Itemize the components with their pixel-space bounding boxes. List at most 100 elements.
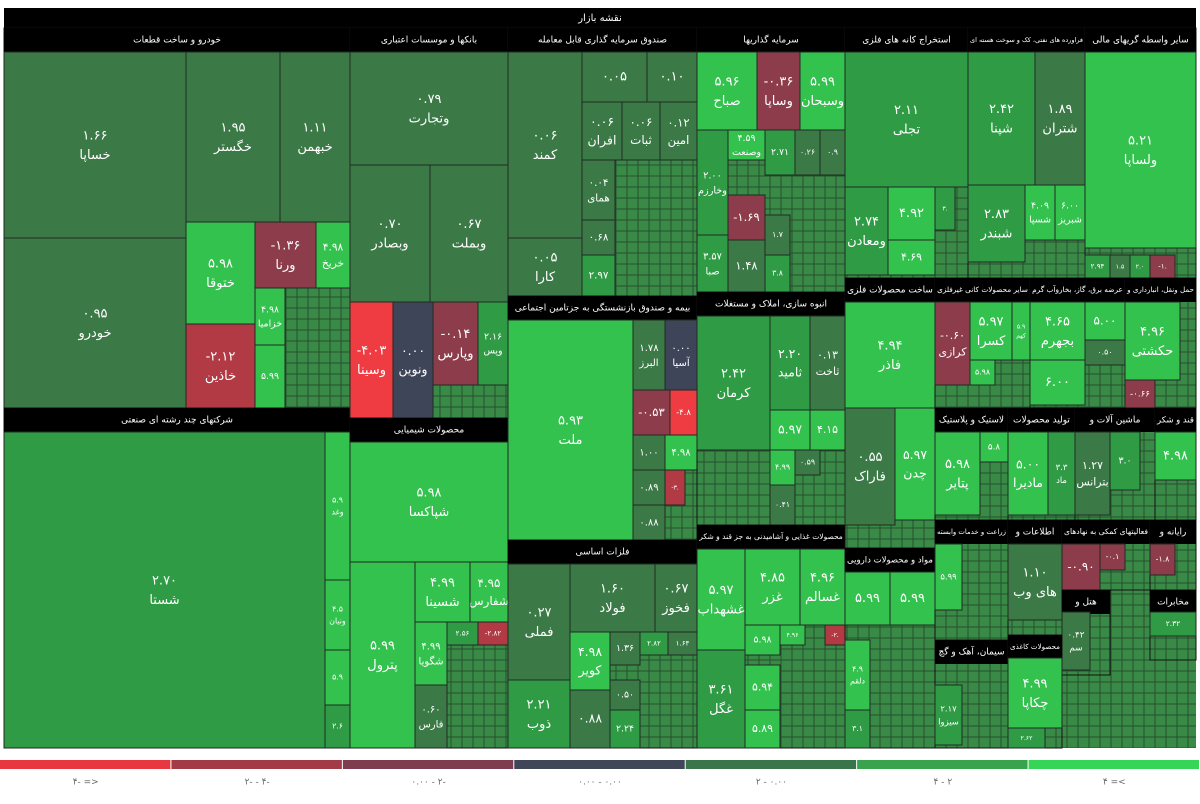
sector-name: ساخت محصولات فلزی — [847, 286, 933, 296]
stock-change: ۰.۰۶ — [532, 128, 557, 143]
stock-cell — [744, 624, 781, 656]
stock-change: ۱.۳۶ — [616, 643, 634, 654]
stock-tile: ۰.۰۶ افران — [581, 101, 623, 161]
stock-tile: ۶.۰۰ شبریز — [1054, 184, 1086, 241]
stock-cell — [254, 221, 317, 289]
stock-symbol: وپس — [483, 346, 502, 357]
sector-name: سیمان، آهک و گچ — [938, 646, 1004, 658]
stock-change: ۲.۵۶ — [456, 629, 470, 638]
stock-tile: ۲.۱۷ سیزوا — [934, 684, 963, 746]
sector-header — [1085, 28, 1196, 52]
stock-symbol: خبهمن — [297, 140, 332, 155]
stock-tile: ۵.۹۹ — [844, 571, 891, 626]
stock-cell — [324, 704, 351, 749]
stock-symbol: افران — [588, 133, 617, 149]
stock-tile: ۵.۹۸ — [744, 624, 781, 656]
stock-tile: ۲.۲۱ ذوب — [507, 679, 571, 749]
stock-change: ۴.۹۶ — [810, 570, 835, 585]
stock-tile: ۵.۸ — [979, 431, 1009, 463]
stock-change: -۳. — [671, 485, 679, 492]
stock-change: ۵.۹۷ — [708, 583, 733, 598]
stock-symbol: فاراک — [854, 469, 886, 484]
stock-tile: -۰.۶۶ — [1124, 379, 1156, 409]
stock-change: ۰.۰۵ — [602, 70, 627, 85]
stock-cell — [744, 548, 801, 626]
stock-change: ۱.۵ — [1116, 264, 1125, 271]
stock-cell — [799, 548, 846, 626]
sector-header — [697, 292, 845, 316]
stock-tile: ۶.۰۰ — [1029, 359, 1086, 406]
stock-tile: ۱.۶۰ فولاد — [569, 563, 656, 633]
stock-tile: ۴.۵ ونیان — [324, 579, 351, 651]
stock-change: ۴.۹۸ — [1163, 449, 1188, 464]
stock-symbol: ورنا — [275, 258, 295, 273]
stock-tile: ۴.۹۲ — [887, 186, 936, 241]
map-title: نقشه بازار — [577, 13, 622, 24]
stock-symbol: غزر — [761, 590, 782, 605]
stock-cell — [581, 219, 616, 256]
stock-change: ۳.۵۷ — [703, 252, 722, 263]
stock-cell — [696, 649, 746, 749]
stock-cell — [934, 301, 971, 386]
stock-change: ۱.۱۱ — [302, 120, 327, 135]
sector: قند و شکر ۴.۹۸ — [1154, 407, 1197, 521]
stock-symbol: ومعادن — [847, 234, 886, 249]
stock-tile: ۵.۹۷ — [769, 409, 811, 451]
stock-cell — [392, 301, 434, 419]
sector: سایر واسطه گریهای مالی ۵.۲۱ ولساپا ۲.۹۴ ۱.۵ ۲… — [1084, 27, 1197, 279]
stock-change: ۰.۰۰ — [671, 343, 690, 354]
stock-cell — [809, 315, 846, 411]
stock-change: ۳.۸ — [772, 269, 783, 278]
stock-tile: ۴.۹۵ شفارس — [469, 561, 509, 623]
sector-name: استخراج کانه های فلزی — [862, 36, 951, 46]
stock-tile: ۰.۰۵ — [581, 51, 648, 103]
stock-cell — [1149, 611, 1197, 637]
stock-change: ۰.۷۰ — [377, 217, 402, 232]
stock-change: ۲.۷۴ — [854, 214, 879, 229]
stock-tile: ۳.۳ ماد — [1047, 431, 1076, 516]
stock-tile: -۴.۸ — [669, 389, 698, 436]
stock-tile: ۵.۹۸ پتایر — [934, 431, 981, 516]
stock-cell — [632, 319, 666, 391]
stock-cell — [3, 51, 187, 239]
sector-name: ماشین آلات و — [1089, 414, 1141, 426]
stock-cell — [1074, 431, 1111, 516]
sector-name: محصولات شیمیایی — [394, 426, 465, 436]
stock-tile: ۵.۹۹ — [934, 543, 963, 611]
stock-tile: ۰.۰۵ کارا — [507, 237, 583, 297]
stock-cell — [349, 301, 394, 419]
sector-name: بانکها و موسسات اعتباری — [381, 36, 477, 46]
sector-name: زراعت و خدمات وابسته — [937, 528, 1006, 536]
stock-tile: ۲.۹۷ — [581, 254, 616, 297]
stock-cell — [581, 101, 623, 161]
stock-tile: ۴.۹۶ غسالم — [799, 548, 846, 626]
stock-tile: ۱.۴۸ — [727, 239, 766, 293]
sector-header — [935, 408, 1008, 432]
stock-tile: ۲.۸۳ شبندر — [967, 184, 1026, 263]
stock-tile: ۵.۹۳ ملت — [507, 319, 634, 541]
stock-change: ۰.۱۳ — [817, 348, 838, 361]
stock-change: ۶.۰۰ — [1045, 375, 1070, 390]
stock-change: -۴.۸ — [676, 407, 691, 417]
stock-symbol: صباح — [713, 94, 740, 109]
sector-header — [1008, 520, 1062, 544]
stock-symbol: ختوقا — [206, 276, 235, 291]
stock-symbol: شبریز — [1057, 215, 1082, 226]
stock-change: ۵.۸ — [988, 443, 1000, 453]
stock-tile: ۰.۲۶ — [794, 129, 821, 176]
stock-cell — [969, 359, 996, 386]
stock-tile: ۰.۹ — [819, 129, 846, 176]
stock-change: ۰.۰۶ — [590, 114, 614, 129]
stock-change: ۵.۹۳ — [558, 413, 583, 428]
stock-cell — [669, 389, 698, 436]
stock-cell — [185, 323, 256, 409]
stock-change: -۰.۶۰ — [940, 329, 965, 342]
stock-symbol: آسیا — [672, 356, 690, 369]
sector-header — [508, 296, 697, 320]
stock-tile: -۴.۰۳ وسینا — [349, 301, 394, 419]
stock-tile: ۰.۸۹ — [632, 469, 666, 506]
stock-change: ۱.۷۸ — [639, 343, 659, 354]
stock-symbol: خزامیا — [258, 319, 282, 330]
stock-change: ۱.۶۴ — [676, 639, 690, 648]
stock-change: ۰.۱۰ — [659, 70, 684, 85]
